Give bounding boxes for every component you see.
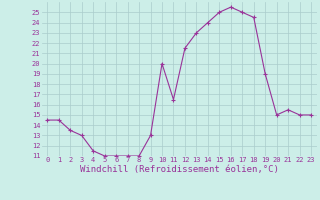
X-axis label: Windchill (Refroidissement éolien,°C): Windchill (Refroidissement éolien,°C) — [80, 165, 279, 174]
